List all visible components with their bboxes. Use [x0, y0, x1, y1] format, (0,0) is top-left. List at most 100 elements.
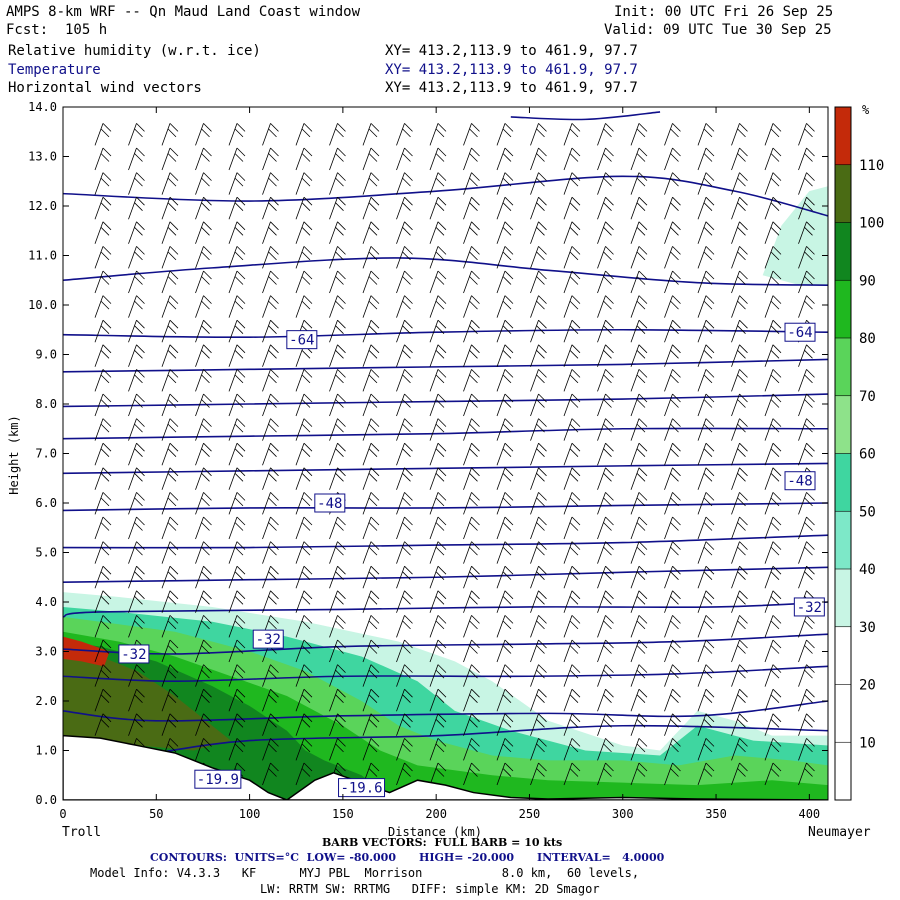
barb-flag	[502, 743, 512, 753]
barb-flag	[538, 295, 547, 304]
wind-barb	[161, 319, 179, 343]
barb-staff	[563, 467, 573, 490]
barb-flag	[536, 448, 545, 457]
barb-flag	[134, 448, 143, 457]
barb-flag	[402, 276, 411, 285]
wind-barb	[463, 738, 480, 761]
barb-flag	[571, 418, 581, 427]
barb-flag	[134, 227, 143, 236]
barb-flag	[705, 246, 715, 255]
wind-barb	[530, 147, 547, 171]
barb-staff	[128, 443, 137, 466]
wind-barb	[295, 123, 313, 146]
barb-flag	[368, 497, 378, 507]
wind-barb	[161, 615, 179, 638]
barb-flag	[502, 251, 512, 261]
wind-barb	[429, 295, 447, 318]
wind-barb	[530, 565, 547, 589]
barb-flag	[203, 467, 212, 477]
wind-barb	[161, 147, 179, 171]
barb-flag	[270, 393, 279, 403]
barb-staff	[94, 492, 104, 515]
barb-staff	[664, 147, 673, 171]
barb-flag	[402, 719, 411, 728]
barb-staff	[597, 762, 606, 786]
wind-barb	[195, 639, 212, 663]
barb-staff	[396, 197, 405, 220]
wind-barb	[262, 467, 279, 490]
wind-barb	[597, 442, 614, 466]
barb-flag	[236, 590, 246, 600]
barb-flag	[571, 565, 581, 575]
barb-staff	[798, 270, 807, 294]
barb-flag	[469, 325, 478, 334]
barb-flag	[569, 497, 579, 507]
wind-barb	[798, 418, 815, 441]
wind-barb	[563, 516, 581, 540]
barb-flag	[234, 374, 244, 384]
wind-barb	[630, 713, 648, 736]
barb-flag	[402, 473, 411, 482]
barb-staff	[161, 541, 171, 564]
barb-flag	[102, 196, 112, 206]
barb-flag	[469, 153, 478, 162]
wind-barb	[530, 369, 547, 392]
barb-staff	[731, 689, 740, 712]
barb-flag	[737, 768, 746, 777]
barb-staff	[530, 467, 539, 490]
barb-flag	[636, 177, 646, 187]
barb-staff	[563, 590, 573, 613]
barb-flag	[301, 423, 311, 433]
barb-flag	[268, 620, 277, 630]
barb-flag	[469, 694, 478, 703]
wind-barb	[161, 565, 179, 589]
barb-flag	[636, 546, 646, 556]
barb-flag	[234, 719, 244, 728]
contour-label-box	[784, 471, 816, 491]
barb-staff	[128, 172, 137, 195]
rh-upper-moist	[762, 186, 828, 286]
barb-staff	[764, 492, 774, 515]
barb-staff	[664, 639, 673, 663]
barb-staff	[731, 172, 740, 195]
wind-barb	[429, 590, 447, 613]
wind-barb	[530, 713, 547, 736]
barb-flag	[270, 319, 279, 329]
barb-staff	[597, 369, 606, 392]
contour-label-box	[793, 597, 825, 617]
barb-flag	[301, 620, 311, 630]
barb-flag	[136, 418, 145, 427]
barb-flag	[203, 738, 212, 747]
barb-flag	[134, 571, 143, 580]
barb-flag	[538, 196, 547, 206]
wind-barb	[161, 172, 179, 195]
barb-flag	[437, 369, 447, 378]
barb-flag	[536, 497, 545, 507]
barb-flag	[571, 196, 581, 206]
barb-flag	[703, 325, 713, 334]
isotherm-line	[63, 257, 828, 286]
barb-flag	[703, 473, 713, 482]
barb-staff	[530, 344, 539, 367]
barb-flag	[504, 713, 514, 723]
barb-staff	[530, 516, 539, 540]
barb-flag	[670, 374, 679, 384]
wind-barb	[161, 713, 179, 736]
barb-flag	[804, 423, 813, 433]
barb-flag	[303, 639, 313, 649]
barb-flag	[806, 270, 815, 280]
barb-staff	[798, 492, 807, 515]
wind-barb	[262, 196, 279, 220]
barb-staff	[563, 516, 573, 540]
barb-staff	[295, 516, 305, 540]
barb-flag	[270, 295, 279, 304]
barb-staff	[228, 418, 238, 441]
barb-flag	[268, 227, 277, 236]
barb-staff	[563, 221, 573, 244]
barb-staff	[396, 172, 405, 195]
barb-flag	[638, 221, 648, 231]
wind-barb	[697, 713, 715, 736]
barb-flag	[402, 177, 411, 187]
barb-flag	[770, 620, 780, 630]
barb-flag	[605, 147, 614, 157]
